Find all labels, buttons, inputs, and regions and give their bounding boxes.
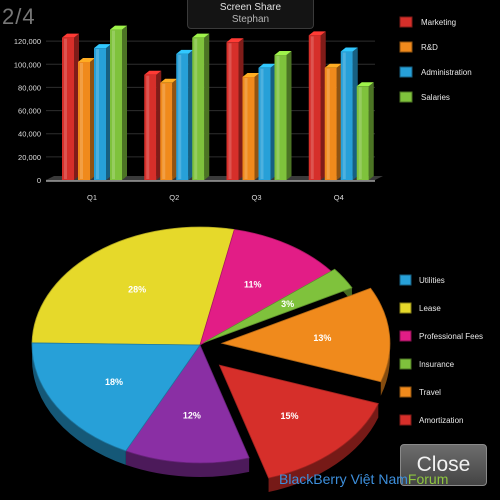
pie-slice-label: 11% <box>244 280 262 290</box>
bar-salaries-q1 <box>110 25 127 181</box>
chart-floor <box>46 176 383 180</box>
screen-share-panel: Screen Share Stephan <box>187 0 314 29</box>
pie-slice-travel <box>220 287 391 383</box>
bar-administration-q4 <box>340 47 358 180</box>
pie-legend-swatch <box>399 414 412 426</box>
pie-slice-unlabeled <box>125 344 250 464</box>
legend-label: Marketing <box>421 18 456 27</box>
pie-legend-label: Amortization <box>419 416 463 425</box>
pie-legend-swatch <box>399 330 412 342</box>
bar-marketing-q3 <box>226 38 244 180</box>
pie-slice-side <box>32 342 126 465</box>
pie-legend-label: Insurance <box>419 360 455 369</box>
pie-slice-label: 12% <box>183 411 201 421</box>
x-tick-label: Q1 <box>87 193 97 202</box>
pie-slice-label: 3% <box>281 299 294 309</box>
pie-legend-label: Lease <box>419 304 441 313</box>
x-tick-label: Q3 <box>251 193 261 202</box>
bar-r-d-q4 <box>324 63 342 180</box>
bar-salaries-q4 <box>356 82 374 180</box>
bar-administration-q1 <box>94 44 111 181</box>
legend-swatch <box>399 91 413 103</box>
watermark: BlackBerry Việt NamForum <box>279 471 448 487</box>
pie-slice-utilities <box>31 342 201 452</box>
pie-slice-side <box>268 403 379 492</box>
bar-marketing-q1 <box>62 33 79 180</box>
watermark-brand: BlackBerry Việt Nam <box>279 471 408 487</box>
legend-swatch <box>399 66 413 78</box>
pie-legend-label: Professional Fees <box>419 332 483 341</box>
pie-legend-swatch <box>399 302 412 314</box>
pie-slice-amortization <box>218 364 379 479</box>
pie-legend-swatch <box>399 358 412 370</box>
legend-label: Administration <box>421 68 472 77</box>
pie-slice-label: 18% <box>105 377 123 387</box>
close-button[interactable]: Close <box>400 444 487 486</box>
pie-slice-insurance <box>203 268 353 344</box>
pie-slice-label: 28% <box>128 285 146 295</box>
bar-marketing-q2 <box>144 70 162 180</box>
screen-share-title: Screen Share <box>219 2 282 13</box>
legend-swatch <box>399 16 413 28</box>
bar-r-d-q2 <box>160 78 178 180</box>
screen-share-user: Stephan <box>231 14 270 25</box>
x-tick-label: Q2 <box>169 193 179 202</box>
pie-slice-side <box>125 450 250 477</box>
y-tick-label: 100,000 <box>14 60 41 69</box>
bar-salaries-q3 <box>274 51 292 181</box>
pie-chart: 28% 11% 3% 13% 15% 12% 18% <box>31 226 391 492</box>
y-tick-label: 80,000 <box>18 83 41 92</box>
pie-slice-label: 13% <box>313 333 331 343</box>
page-indicator: 2/4 <box>2 4 36 29</box>
y-tick-label: 0 <box>37 176 41 185</box>
pie-legend-label: Utilities <box>419 276 445 285</box>
pie-slice-professional-fees <box>199 229 332 346</box>
pie-legend-swatch <box>399 274 412 286</box>
y-tick-label: 40,000 <box>18 130 41 139</box>
y-tick-label: 120,000 <box>14 37 41 46</box>
pie-legend-swatch <box>399 386 412 398</box>
pie-legend-label: Travel <box>419 388 441 397</box>
y-tick-label: 60,000 <box>18 107 41 116</box>
bar-administration-q3 <box>258 63 276 180</box>
bar-r-d-q3 <box>242 73 260 180</box>
watermark-suffix: Forum <box>407 471 449 487</box>
pie-slice-label: 15% <box>280 411 298 421</box>
legend-label: R&D <box>421 43 438 52</box>
bar-marketing-q4 <box>308 31 326 180</box>
legend-label: Salaries <box>421 93 450 102</box>
bar-salaries-q2 <box>192 33 210 180</box>
bar-administration-q2 <box>176 49 194 180</box>
legend-swatch <box>399 41 413 53</box>
pie-slice-lease <box>31 226 235 346</box>
bar-r-d-q1 <box>78 57 95 180</box>
x-tick-label: Q4 <box>334 193 344 202</box>
y-tick-label: 20,000 <box>18 153 41 162</box>
